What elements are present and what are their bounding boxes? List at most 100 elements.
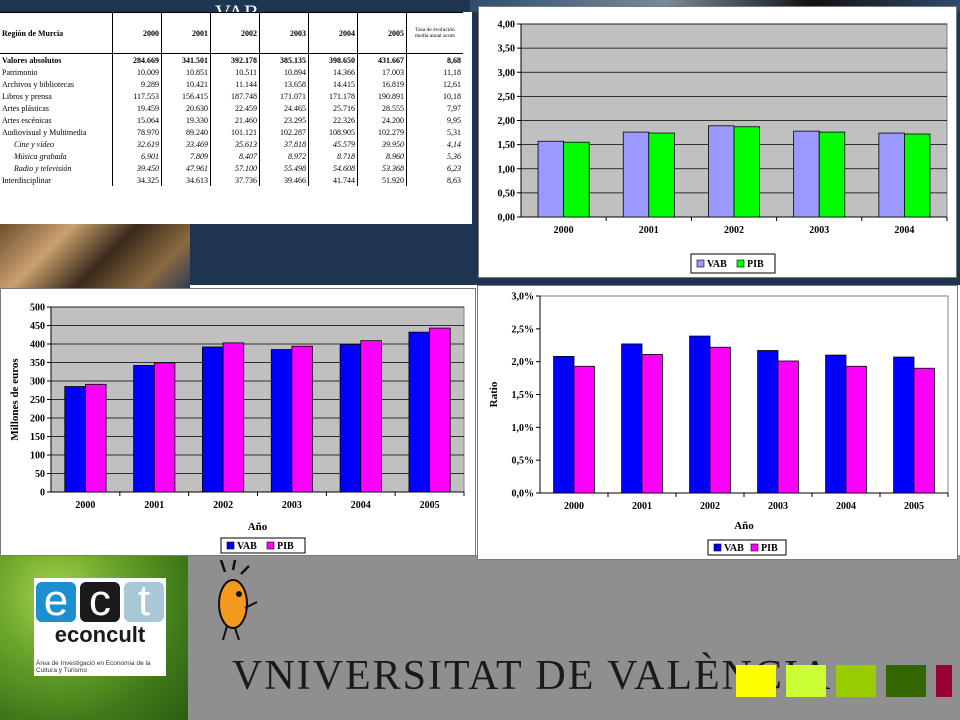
bar-vab <box>793 130 820 218</box>
x-axis-title: Año <box>248 521 268 533</box>
bar-vab <box>708 125 735 218</box>
table-cell: 398.650 <box>308 53 358 66</box>
chart-panel-bottom-left: 0 50 100 150 200 250 300 350 400 450 500 2000 2001 20… <box>0 288 476 556</box>
legend-box <box>707 539 787 556</box>
chart-top-right: 0,00 0,50 1,00 1,50 2,00 2,50 3,00 3,50 4,00 2000… <box>498 20 948 274</box>
table-header-row: Región de Murcia 2000 2001 2002 2003 200… <box>0 12 463 54</box>
table-row-label: Radio y televisión <box>0 162 113 174</box>
table-row: Libros y prensa 117.553 156.415 187.748 171.… <box>0 90 463 102</box>
y-tick-label: 4,00 <box>498 20 516 31</box>
econcult-tagline: Àrea de Investigació en Economia de la C… <box>36 660 151 674</box>
x-tick-label: 2003 <box>768 501 788 512</box>
table-cell: 39.450 <box>112 162 162 174</box>
x-tick-label: 2001 <box>632 501 652 512</box>
table-cell: 4,14 <box>447 139 461 149</box>
bar-pib <box>818 131 846 218</box>
table-cell: 37.736 <box>210 174 260 186</box>
table-header-cell: 2001 <box>161 12 211 54</box>
x-tick-label: 2002 <box>213 500 233 511</box>
y-tick-label: 1,00 <box>498 164 516 175</box>
y-tick-label: 2,50 <box>498 92 516 103</box>
bar-vab <box>339 343 362 493</box>
table-cell: 14.415 <box>308 78 358 90</box>
table-cell: 9.289 <box>112 78 162 90</box>
table-cell: 13.658 <box>259 78 309 90</box>
table-row: Patrimonio 10.009 10.851 10.511 10.894 14.366… <box>0 66 463 78</box>
table-cell: 54.608 <box>308 162 358 174</box>
table-cell: 392.178 <box>210 53 260 66</box>
table-cell: 9,95 <box>447 115 461 125</box>
bar-vab <box>553 356 575 494</box>
data-table-panel: Región de Murcia 2000 2001 2002 2003 200… <box>0 12 472 224</box>
table-cell: 47.961 <box>161 162 211 174</box>
y-tick-label: 250 <box>30 395 45 406</box>
bar-pib <box>222 342 245 493</box>
table-row: Artes escénicas 15.064 19.330 21.460 23.295 2… <box>0 114 463 126</box>
table-row-label: Interdisciplinar <box>0 174 113 186</box>
x-tick-label: 2003 <box>282 500 302 511</box>
table-cell: 5,31 <box>447 127 461 137</box>
color-square <box>886 665 926 697</box>
table-cell: 37.818 <box>259 138 309 150</box>
y-tick-label: 3,00 <box>498 68 516 79</box>
table-cell: 8.972 <box>259 150 309 162</box>
legend-label: VAB <box>237 541 257 552</box>
bar-pib <box>291 345 313 493</box>
table-row-label: Audiovisual y Multimedia <box>0 126 113 138</box>
y-tick-label: 1,5% <box>512 390 535 401</box>
legend-box <box>220 537 306 554</box>
legend-label: PIB <box>761 543 778 554</box>
table-cell: 33.469 <box>161 138 211 150</box>
table-cell: 5,36 <box>447 151 461 161</box>
bar-vab <box>757 350 779 494</box>
table-cell: 89.240 <box>161 126 211 138</box>
table-cell: 39.466 <box>259 174 309 186</box>
legend-swatch-pib <box>736 259 745 268</box>
y-tick-label: 0,0% <box>512 489 535 500</box>
bar-pib <box>360 340 382 493</box>
table-cell: 22.326 <box>308 114 358 126</box>
y-tick-label: 0,50 <box>498 188 516 199</box>
color-square <box>786 665 826 697</box>
legend-swatch-vab <box>696 259 705 268</box>
table-row: Audiovisual y Multimedia 78.970 89.240 101.… <box>0 126 463 138</box>
orange-mascot-icon <box>218 560 258 641</box>
table-header-cell: 2003 <box>259 12 309 54</box>
bar-vab <box>64 386 86 493</box>
table-cell: 45.579 <box>308 138 358 150</box>
chart-bottom-right: 0,0% 0,5% 1,0% 1,5% 2,0% 2,5% 3,0% 2000 2001 2002… <box>488 292 949 556</box>
y-tick-label: 100 <box>30 451 45 462</box>
plot-area <box>539 295 949 494</box>
x-axis-title: Año <box>734 520 754 532</box>
bar-vab <box>537 140 565 218</box>
table-cell: 102.279 <box>357 126 407 138</box>
econcult-letter-e: e <box>36 579 76 623</box>
background-photo <box>0 220 190 290</box>
y-tick-label: 0,00 <box>498 213 516 224</box>
table-cell: 15.064 <box>112 114 162 126</box>
x-tick-label: 2004 <box>894 225 914 236</box>
y-tick-label: 300 <box>30 377 45 388</box>
econcult-letter-t: t <box>124 579 164 623</box>
x-tick-label: 2003 <box>809 225 829 236</box>
legend-swatch-vab <box>226 541 235 550</box>
x-tick-label: 2000 <box>75 500 95 511</box>
table-cell: 156.415 <box>161 90 211 102</box>
bar-pib <box>733 126 760 218</box>
legend-swatch-vab <box>713 543 722 552</box>
table-row: Interdisciplinar 34.325 34.613 37.736 39.466… <box>0 174 463 186</box>
table-cell: 14.366 <box>308 66 358 78</box>
table-cell: 24.465 <box>259 102 309 114</box>
table-cell: 35.613 <box>210 138 260 150</box>
table-cell: 171.178 <box>308 90 358 102</box>
table-cell: 7,97 <box>447 103 461 113</box>
table-cell: 25.716 <box>308 102 358 114</box>
table-cell: 7.809 <box>161 150 211 162</box>
table-header-cell: Región de Murcia <box>0 12 113 54</box>
chart-bottom-left: 0 50 100 150 200 250 300 350 400 450 500 2000 2001 20… <box>9 303 465 554</box>
y-tick-label: 500 <box>30 303 45 314</box>
y-tick-label: 200 <box>30 414 45 425</box>
table-cell: 341.501 <box>161 53 211 66</box>
table-cell: 108.905 <box>308 126 358 138</box>
legend-label: VAB <box>707 259 727 270</box>
